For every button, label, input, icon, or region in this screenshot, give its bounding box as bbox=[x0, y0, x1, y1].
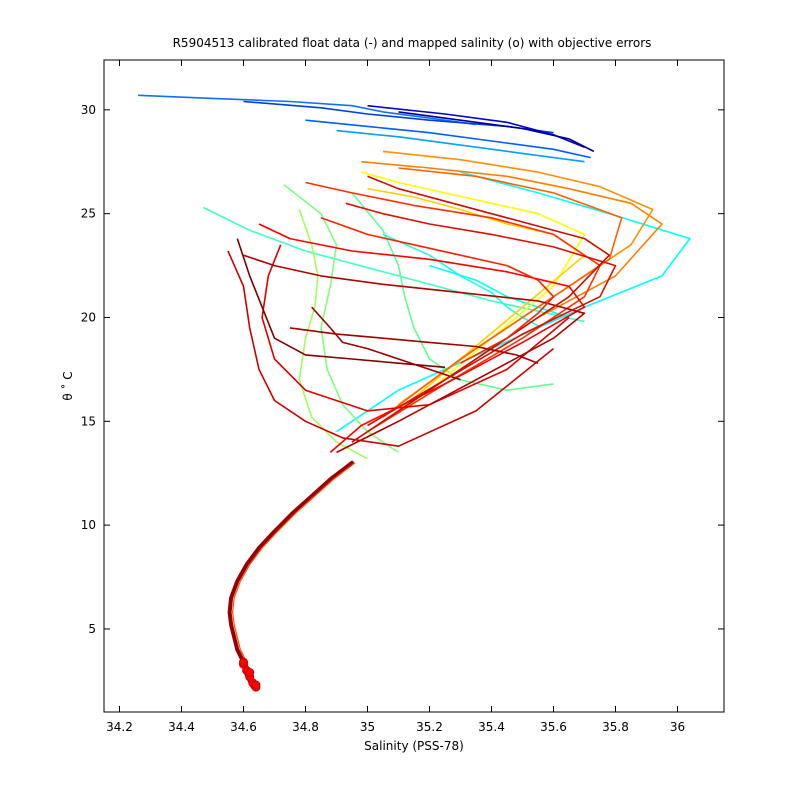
profile-line-18 bbox=[382, 167, 623, 418]
x-tick-label-2: 34.4 bbox=[168, 720, 195, 734]
y-tick-label-3: 15 bbox=[81, 414, 96, 428]
y-tick-label-6: 30 bbox=[81, 103, 96, 117]
profile-line-27 bbox=[351, 175, 611, 443]
mapped-salinity-point-6 bbox=[239, 657, 248, 667]
profile-line-14 bbox=[361, 171, 586, 433]
x-tick-label-6: 35.2 bbox=[416, 720, 443, 734]
profile-line-7 bbox=[336, 171, 691, 433]
profile-line-26 bbox=[345, 202, 617, 427]
deep-profile-line bbox=[227, 460, 354, 690]
x-tick-label-10: 36 bbox=[670, 720, 685, 734]
profile-line-11 bbox=[351, 192, 554, 392]
x-tick-label-1: 34.2 bbox=[106, 720, 133, 734]
profile-line-21 bbox=[261, 244, 570, 412]
profile-line-3 bbox=[367, 104, 585, 148]
profile-line-22 bbox=[227, 250, 555, 448]
y-axis-label: θ ˚ C bbox=[60, 371, 75, 400]
profile-line-10 bbox=[298, 209, 368, 460]
deep-profile-highlight bbox=[232, 462, 356, 688]
x-tick-label-3: 34.6 bbox=[230, 720, 257, 734]
mapped-salinity-point-8 bbox=[251, 680, 261, 690]
x-tick-label-9: 35.8 bbox=[602, 720, 629, 734]
profile-line-1 bbox=[138, 94, 477, 126]
series-layer bbox=[138, 94, 691, 692]
profile-line-25 bbox=[236, 238, 446, 369]
profile-line-6 bbox=[336, 129, 585, 163]
x-axis-label: Salinity (PSS-78) bbox=[364, 739, 464, 753]
plot-frame bbox=[103, 59, 725, 713]
profile-line-28 bbox=[320, 217, 555, 364]
profile-line-9 bbox=[283, 183, 399, 454]
x-tick-label-5: 35 bbox=[360, 720, 375, 734]
y-tick-label-4: 20 bbox=[81, 310, 96, 324]
profile-line-19 bbox=[305, 181, 601, 433]
profile-line-29 bbox=[289, 327, 539, 364]
y-tick-label-5: 25 bbox=[81, 207, 96, 221]
y-tick-label-1: 5 bbox=[88, 622, 96, 636]
x-tick-label-8: 35.6 bbox=[540, 720, 567, 734]
x-tick-label-7: 35.4 bbox=[478, 720, 505, 734]
y-tick-label-2: 10 bbox=[81, 518, 96, 532]
profile-line-4 bbox=[398, 111, 595, 153]
tick-layer: 34.2 34.4 34.6 34.8 35 35.2 35.4 35.6 35.8 36 5 10 1… bbox=[81, 60, 724, 734]
plot-area bbox=[104, 60, 724, 712]
profile-line-5 bbox=[305, 119, 591, 159]
chart-title: R5904513 calibrated float data (-) and m… bbox=[173, 36, 652, 50]
profile-line-23 bbox=[243, 254, 586, 454]
profile-line-24 bbox=[311, 306, 461, 381]
x-tick-label-4: 34.8 bbox=[292, 720, 319, 734]
mapped-salinity-point-7 bbox=[245, 668, 255, 677]
